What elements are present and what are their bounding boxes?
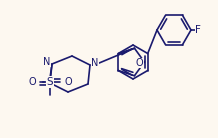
Text: F: F: [195, 25, 201, 35]
Text: O: O: [28, 77, 36, 87]
Text: O: O: [64, 77, 72, 87]
Text: N: N: [91, 58, 99, 68]
Text: O: O: [136, 58, 143, 68]
Text: S: S: [47, 77, 53, 87]
Text: N: N: [43, 57, 51, 67]
